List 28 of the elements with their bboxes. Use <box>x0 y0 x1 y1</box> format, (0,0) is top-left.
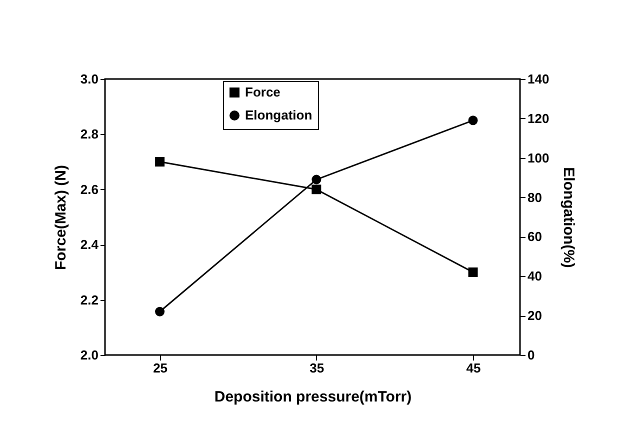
y2-tick-label: 100 <box>528 150 550 166</box>
y-axis-title: Force(Max) (N) <box>52 164 70 270</box>
y2-axis-title: Elongation(%) <box>560 167 578 268</box>
point <box>468 267 478 277</box>
point <box>312 174 322 184</box>
y2-tick-label: 140 <box>528 72 550 86</box>
y2-tick-label: 120 <box>528 110 550 126</box>
x-tick-label: 25 <box>153 360 168 376</box>
x-axis-title: Deposition pressure(mTorr) <box>214 388 412 406</box>
point <box>468 116 478 126</box>
legend-label: Elongation <box>245 108 312 122</box>
y2-tick-label: 20 <box>528 308 542 324</box>
y2-tick-label: 0 <box>528 348 535 362</box>
legend-label: Force <box>245 84 280 100</box>
y2-tick-label: 80 <box>528 190 542 205</box>
y-tick-label: 2.8 <box>80 126 98 142</box>
y2-tick-label: 60 <box>528 229 542 244</box>
x-tick-label: 35 <box>310 360 324 376</box>
x-tick-label: 45 <box>466 360 481 376</box>
point <box>155 157 165 167</box>
y-tick-label: 2.0 <box>80 348 98 362</box>
point <box>155 306 165 316</box>
y2-tick-label: 40 <box>528 268 542 284</box>
y-tick-label: 2.2 <box>80 292 98 308</box>
y-tick-label: 2.4 <box>80 237 100 252</box>
point <box>312 184 322 194</box>
y-tick-label: 3.0 <box>80 72 98 86</box>
y-tick-label: 2.6 <box>80 182 98 197</box>
